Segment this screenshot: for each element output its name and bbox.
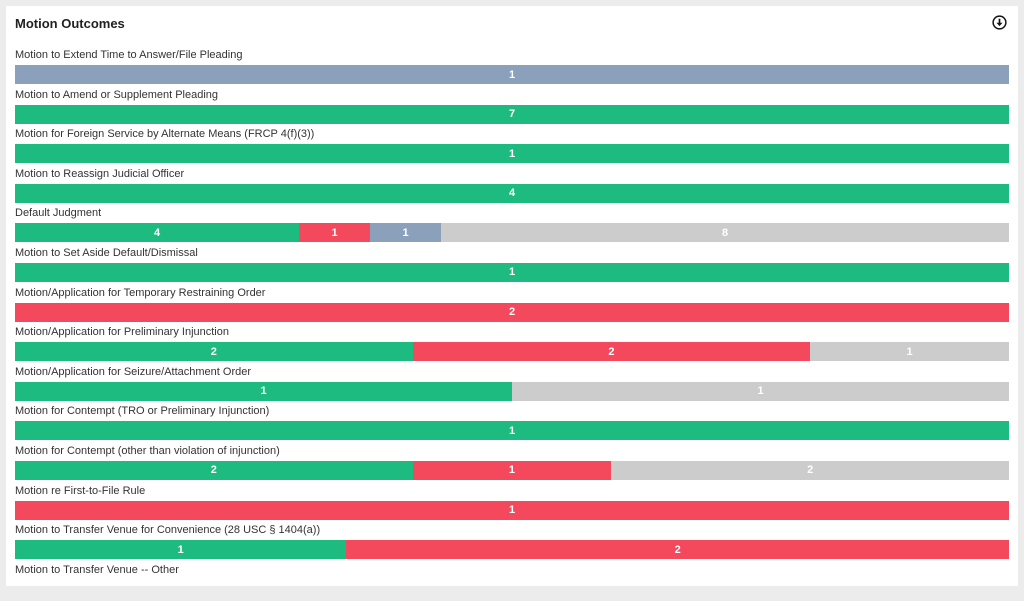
motion-label: Motion/Application for Seizure/Attachmen… — [15, 365, 252, 378]
motion-row: Motion to Extend Time to Answer/File Ple… — [15, 47, 1009, 87]
motion-row: Motion/Application for Temporary Restrai… — [15, 285, 1009, 325]
motion-row: Motion/Application for Preliminary Injun… — [15, 324, 1009, 364]
outcome-segment-pending[interactable]: 2 — [611, 460, 1009, 480]
motion-label: Default Judgment — [15, 207, 102, 220]
motion-row: Motion to Transfer Venue for Convenience… — [15, 522, 1009, 562]
outcome-segment-pending[interactable]: 1 — [810, 342, 1009, 362]
outcome-segment-granted[interactable]: 1 — [15, 262, 1009, 282]
outcome-bar: 2 — [15, 302, 1009, 322]
outcome-segment-denied[interactable]: 2 — [412, 342, 811, 362]
motion-row: Motion to Amend or Supplement Pleading 7 — [15, 87, 1009, 127]
outcome-segment-granted[interactable]: 4 — [15, 223, 299, 243]
outcome-segment-granted[interactable]: 1 — [15, 144, 1009, 164]
outcome-bar: 1 — [15, 421, 1009, 441]
outcome-bar: 7 — [15, 104, 1009, 124]
motion-label: Motion to Transfer Venue for Convenience… — [15, 524, 321, 537]
outcome-segment-pending[interactable]: 1 — [512, 381, 1009, 401]
motion-label: Motion for Contempt (other than violatio… — [15, 444, 280, 457]
download-icon[interactable] — [992, 15, 1007, 30]
motion-row: Motion/Application for Seizure/Attachmen… — [15, 364, 1009, 404]
outcome-bar: 1 — [15, 500, 1009, 520]
motion-label: Motion for Foreign Service by Alternate … — [15, 128, 315, 141]
outcome-segment-denied[interactable]: 2 — [15, 302, 1009, 322]
outcome-bar: 1 — [15, 65, 1009, 84]
motion-row: Motion re First-to-File Rule 1 — [15, 483, 1009, 523]
motion-row: Motion for Contempt (other than violatio… — [15, 443, 1009, 483]
motion-label: Motion/Application for Temporary Restrai… — [15, 286, 266, 299]
motion-outcomes-panel: Motion Outcomes Motion to Extend Time to… — [6, 6, 1018, 586]
panel-title: Motion Outcomes — [15, 16, 125, 31]
motion-row: Default Judgment 4 1 1 8 — [15, 205, 1009, 245]
outcome-segment-other[interactable]: 1 — [15, 65, 1009, 84]
motion-row: Motion to Set Aside Default/Dismissal 1 — [15, 245, 1009, 285]
motion-label: Motion re First-to-File Rule — [15, 484, 146, 497]
outcome-segment-pending[interactable]: 8 — [441, 223, 1009, 243]
outcome-segment-denied[interactable]: 1 — [15, 500, 1009, 520]
motion-list: Motion to Extend Time to Answer/File Ple… — [15, 47, 1009, 601]
motion-row: Motion for Contempt (TRO or Preliminary … — [15, 403, 1009, 443]
outcome-segment-denied[interactable]: 1 — [299, 223, 370, 243]
motion-label: Motion to Transfer Venue -- Other — [15, 563, 179, 576]
outcome-bar: 4 — [15, 183, 1009, 203]
outcome-bar — [15, 580, 1009, 599]
motion-row: Motion for Foreign Service by Alternate … — [15, 126, 1009, 166]
outcome-segment-granted[interactable]: 7 — [15, 104, 1009, 124]
outcome-bar: 1 — [15, 144, 1009, 164]
outcome-segment-denied[interactable]: 1 — [412, 460, 612, 480]
outcome-segment-granted[interactable]: 1 — [15, 381, 512, 401]
outcome-segment-granted[interactable]: 2 — [15, 342, 413, 362]
motion-row: Motion to Reassign Judicial Officer 4 — [15, 166, 1009, 206]
motion-label: Motion to Set Aside Default/Dismissal — [15, 246, 198, 259]
motion-label: Motion to Reassign Judicial Officer — [15, 167, 185, 180]
motion-label: Motion to Extend Time to Answer/File Ple… — [15, 49, 243, 61]
motion-label: Motion for Contempt (TRO or Preliminary … — [15, 405, 270, 418]
motion-label: Motion/Application for Preliminary Injun… — [15, 326, 229, 339]
outcome-segment-granted[interactable]: 1 — [15, 421, 1009, 441]
outcome-bar: 1 — [15, 262, 1009, 282]
outcome-segment-other[interactable]: 1 — [370, 223, 441, 243]
outcome-segment-granted[interactable]: 1 — [15, 540, 347, 560]
outcome-segment-granted[interactable]: 4 — [15, 183, 1009, 203]
outcome-segment-denied[interactable]: 2 — [346, 540, 1009, 560]
motion-label: Motion to Amend or Supplement Pleading — [15, 88, 219, 101]
motion-row: Motion to Transfer Venue -- Other — [15, 562, 1009, 601]
outcome-segment-granted[interactable]: 2 — [15, 460, 413, 480]
